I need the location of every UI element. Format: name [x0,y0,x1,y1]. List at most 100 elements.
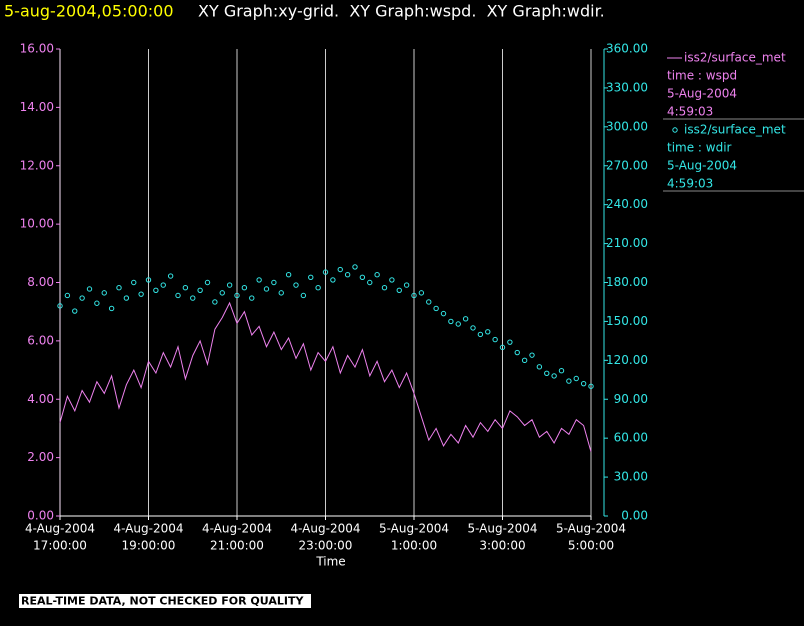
x-tick-label: 21:00:00 [210,539,264,553]
wdir-point [462,316,469,322]
wdir-point [499,344,506,351]
wdir-point [175,292,181,299]
wdir-point [322,269,329,275]
y2-tick-label: 240.00 [606,197,648,211]
y-tick-label: 12.00 [20,158,54,172]
wdir-point [514,349,520,356]
y2-tick-label: 30.00 [614,470,648,484]
wdir-point [72,308,78,314]
wdir-point [477,331,484,338]
legend-name: iss2/surface_met [684,123,786,137]
wdir-point [492,336,498,343]
wdir-point [204,279,211,286]
legend-detail: 4:59:03 [667,105,713,119]
wdir-point [234,292,240,299]
wdir-point [219,290,225,296]
wdir-point [374,272,380,278]
quality-note: REAL-TIME DATA, NOT CHECKED FOR QUALITY [21,595,304,608]
wdir-point [315,284,321,291]
x-axis-label: Time [315,555,345,569]
x-tick-label: 5:00:00 [568,539,614,553]
wdir-point [352,264,358,270]
x-tick-label: 5-Aug-2004 [467,522,537,536]
x-tick-label: 19:00:00 [122,539,176,553]
note-box [19,594,311,608]
wdir-point [241,284,248,291]
wdir-point [64,292,71,299]
y2-tick-label: 60.00 [614,431,648,445]
wdir-point [145,277,152,283]
wdir-point [256,277,262,283]
wdir-point [418,290,425,296]
y2-tick-label: 180.00 [606,275,648,289]
x-tick-label: 17:00:00 [33,539,87,553]
y-tick-label: 14.00 [20,100,54,114]
wdir-point [94,300,100,306]
wdir-point [330,277,336,283]
legend-detail: time : wspd [667,69,737,83]
y2-tick-label: 270.00 [606,158,648,172]
wdir-point [455,321,461,327]
wdir-point [160,282,166,288]
x-tick-label: 4-Aug-2004 [113,522,183,536]
wdir-point [167,273,174,279]
wdir-point [249,295,255,301]
legend-name: iss2/surface_met [684,51,786,65]
wdir-point [86,286,93,292]
y2-tick-label: 330.00 [606,80,648,94]
legend-circle-swatch [672,127,678,133]
wdir-point [381,284,388,291]
wspd-line [59,301,592,452]
wdir-point [529,352,535,358]
x-tick-label: 1:00:00 [391,539,437,553]
x-tick-label: 5-Aug-2004 [379,522,449,536]
wdir-point [411,292,417,299]
x-tick-label: 4-Aug-2004 [290,522,360,536]
wdir-point [308,274,314,281]
wdir-point [344,272,351,278]
wdir-point [57,303,63,309]
wdir-point [263,286,270,292]
wdir-point [521,357,528,364]
wdir-point [367,279,373,286]
wdir-point [79,295,85,301]
wdir-point [573,375,579,382]
wdir-point [190,295,196,301]
wdir-point [271,279,277,286]
wdir-point [182,284,189,291]
wdir-point [123,295,130,301]
y-tick-label: 4.00 [27,392,54,406]
y2-tick-label: 360.00 [606,42,648,56]
legend-detail: 5-Aug-2004 [667,87,737,101]
y-tick-label: 10.00 [20,217,54,231]
y-tick-label: 6.00 [27,333,54,347]
wdir-point [337,266,343,273]
y-tick-label: 16.00 [20,42,54,56]
wdir-point [448,318,454,325]
timestamp: 5-aug-2004,05:00:00 [4,2,174,21]
y2-tick-label: 0.00 [621,509,648,523]
wdir-point [138,291,144,297]
y2-tick-label: 150.00 [606,314,648,328]
x-tick-label: 23:00:00 [299,539,353,553]
y2-tick-label: 120.00 [606,353,648,367]
y-tick-label: 0.00 [27,509,54,523]
legend-detail: time : wdir [667,141,732,155]
wdir-point [536,364,543,370]
wdir-point [433,305,439,312]
chart-title: XY Graph:xy-grid. XY Graph:wspd. XY Grap… [198,2,605,21]
x-tick-label: 5-Aug-2004 [556,522,626,536]
y-tick-label: 2.00 [27,450,54,464]
wdir-point [359,274,366,281]
wdir-point [101,290,107,296]
wdir-point [566,378,572,384]
wdir-point [285,272,292,278]
wdir-point [293,282,299,288]
x-tick-label: 4-Aug-2004 [202,522,272,536]
y2-tick-label: 90.00 [614,392,648,406]
wdir-point [440,310,447,317]
wdir-point [558,368,565,374]
wdir-point [580,380,587,387]
wdir-point [300,292,307,299]
